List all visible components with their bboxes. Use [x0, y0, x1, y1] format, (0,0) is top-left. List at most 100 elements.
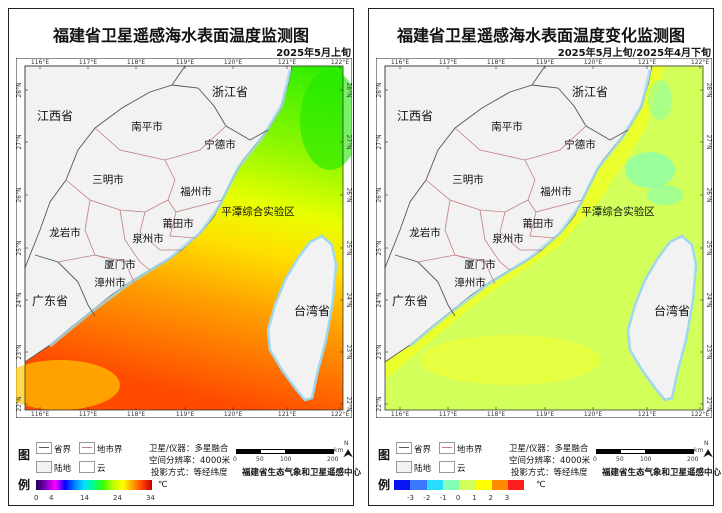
scale-tick: 100 — [280, 456, 292, 463]
city-border-label: 地市界 — [97, 445, 123, 455]
graticule-label: 122°E — [691, 59, 709, 66]
region-label-putian: 莆田市 — [522, 217, 554, 230]
colorbar-tick: -3 — [407, 494, 414, 502]
colorbar-class — [410, 480, 427, 490]
graticule-label: 24°N — [376, 292, 383, 307]
cloud-swatch — [439, 461, 455, 473]
colorbar-tick: 2 — [488, 494, 493, 502]
graticule-label: 28°N — [345, 82, 352, 97]
graticule-label: 23°N — [345, 344, 352, 359]
scale-tick: 200 — [327, 456, 339, 463]
region-label-ningde: 宁德市 — [204, 138, 236, 151]
graticule-label: 24°N — [705, 292, 712, 307]
map-title: 福建省卫星遥感海水表面温度变化监测图 — [396, 26, 685, 45]
region-label-putian: 莆田市 — [162, 217, 194, 230]
province-borders — [24, 65, 269, 317]
north-arrow-icon: ⮝ — [343, 446, 354, 460]
agency-name: 福建省生态气象和卫星遥感中心 — [602, 468, 722, 478]
satellite-info: 卫星/仪器：多星融合 — [149, 444, 229, 454]
graticule-label: 22°N — [345, 396, 352, 411]
resolution-info: 空间分辨率：4000米 — [509, 456, 591, 466]
legend-heading-li: 例 — [18, 478, 31, 492]
colorbar-unit: ℃ — [536, 480, 546, 490]
province-border-label: 省界 — [54, 445, 72, 455]
scale-tick: 200 — [687, 456, 699, 463]
land-swatch — [396, 461, 412, 473]
region-label-jiangxi: 江西省 — [397, 109, 433, 123]
map-period: 2025年5月上旬/2025年4月下旬 — [557, 48, 711, 59]
land-label: 陆地 — [54, 464, 72, 474]
colorbar — [36, 480, 152, 490]
legend-heading-li: 例 — [378, 478, 391, 492]
colorbar-class — [426, 480, 443, 490]
graticule-label: 120°E — [584, 59, 602, 66]
coastal-shallow-water — [49, 69, 292, 348]
colorbar-tick: 0 — [455, 494, 461, 502]
graticule-label: 122°E — [691, 411, 709, 418]
region-label-fuzhou: 福州市 — [540, 185, 572, 198]
colorbar-class — [475, 480, 492, 490]
scale-tick: 0 — [593, 456, 597, 463]
graticule-label: 28°N — [705, 82, 712, 97]
graticule-label: 121°E — [278, 411, 296, 418]
graticule-label: 117°E — [439, 59, 457, 66]
region-label-zhejiang: 浙江省 — [212, 85, 248, 99]
region-label-sanming: 三明市 — [452, 173, 484, 186]
city-border-swatch — [79, 442, 95, 454]
region-label-pingtan: 平潭综合实验区 — [581, 205, 655, 218]
resolution-info: 空间分辨率：4000米 — [149, 456, 231, 466]
graticule-label: 118°E — [487, 59, 505, 66]
graticule-label: 25°N — [16, 240, 23, 255]
colorbar-class — [491, 480, 509, 490]
graticule-label: 27°N — [345, 134, 352, 149]
land-label: 陆地 — [414, 464, 432, 474]
projection-info: 投影方式：等经纬度 — [151, 468, 228, 478]
graticule-label: 117°E — [79, 59, 97, 66]
region-label-guangdong: 广东省 — [392, 294, 428, 308]
region-label-xiamen: 厦门市 — [104, 258, 136, 271]
province-borders — [384, 65, 629, 317]
map-period: 2025年5月上旬 — [276, 48, 351, 59]
projection-info: 投影方式：等经纬度 — [511, 468, 588, 478]
graticule-label: 26°N — [376, 187, 383, 202]
graticule-label: 117°E — [439, 411, 457, 418]
graticule-label: 121°E — [638, 411, 656, 418]
graticule-label: 23°N — [16, 344, 23, 359]
graticule-label: 25°N — [345, 240, 352, 255]
graticule-label: 23°N — [376, 344, 383, 359]
colorbar-tick: 14 — [80, 494, 89, 502]
region-label-pingtan: 平潭综合实验区 — [221, 205, 295, 218]
graticule-label: 119°E — [536, 411, 554, 418]
panel-frame — [8, 8, 354, 506]
colorbar-tick: 4 — [49, 494, 54, 502]
graticule-label: 116°E — [391, 411, 409, 418]
map: 116°E 116°E 117°E 117°E 118°E 118°E 119°E 119°E… — [376, 58, 712, 418]
province-border-swatch — [36, 442, 52, 454]
scale-tick: 0 — [233, 456, 237, 463]
graticule-label: 119°E — [536, 59, 554, 66]
legend-heading-tu: 图 — [378, 448, 391, 462]
colorbar — [394, 480, 525, 490]
graticule-label: 121°E — [638, 59, 656, 66]
graticule-label: 121°E — [278, 59, 296, 66]
scale-bar — [236, 449, 334, 454]
region-label-longyan: 龙岩市 — [49, 226, 81, 239]
graticule-label: 22°N — [705, 396, 712, 411]
panel-frame — [368, 8, 714, 506]
graticule-label: 118°E — [127, 59, 145, 66]
province-border-swatch — [396, 442, 412, 454]
graticule-label: 23°N — [705, 344, 712, 359]
sst-change-panel: 福建省卫星遥感海水表面温度变化监测图 2025年5月上旬/2025年4月下旬 1… — [360, 0, 721, 513]
cloud-swatch — [79, 461, 95, 473]
region-label-ningde: 宁德市 — [564, 138, 596, 151]
region-label-xiamen: 厦门市 — [464, 258, 496, 271]
legend-heading-tu: 图 — [18, 448, 31, 462]
region-label-quanzhou: 泉州市 — [132, 232, 164, 245]
city-borders — [57, 125, 227, 285]
colorbar-tick: -1 — [439, 494, 447, 502]
colorbar-tick: 34 — [146, 494, 155, 502]
graticule-label: 118°E — [487, 411, 505, 418]
graticule-label: 26°N — [345, 187, 352, 202]
colorbar-tick: 1 — [472, 494, 477, 502]
